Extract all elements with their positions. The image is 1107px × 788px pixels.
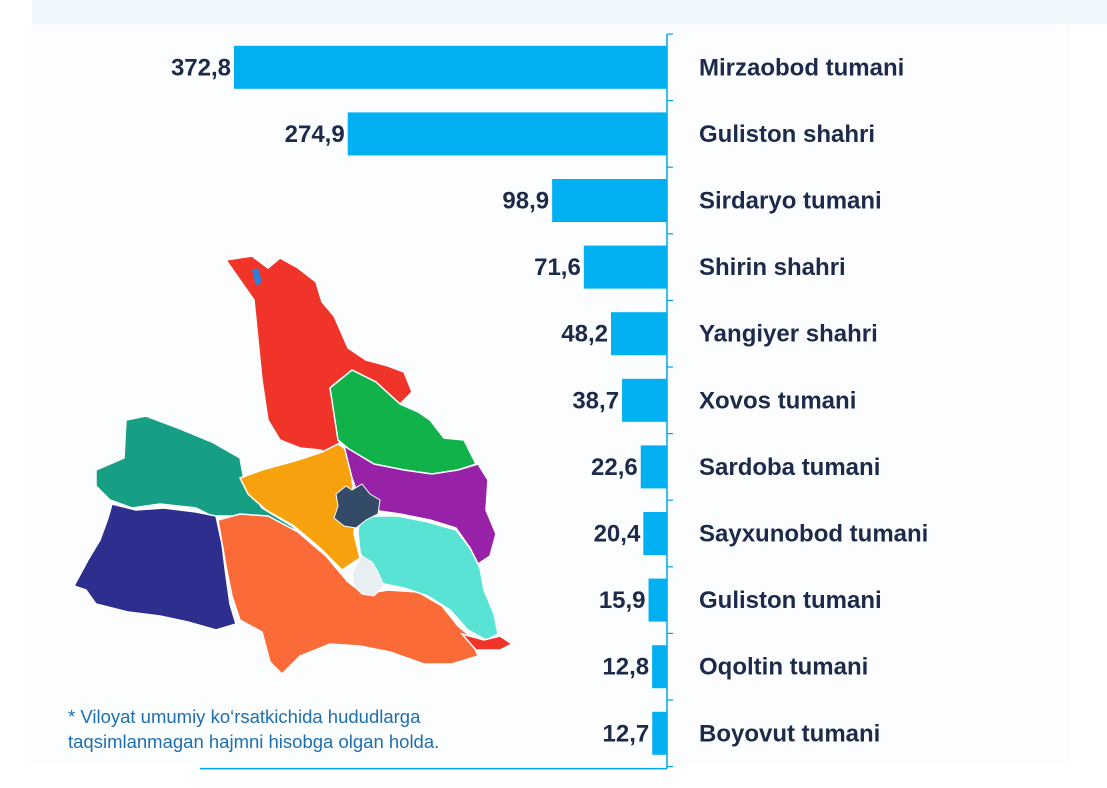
bar xyxy=(234,45,667,89)
bar xyxy=(648,578,667,622)
top-strip xyxy=(32,0,1107,24)
chart-bars xyxy=(234,45,667,755)
bar xyxy=(640,445,667,489)
value-label: 38,7 xyxy=(572,387,619,414)
value-label: 12,7 xyxy=(603,720,650,747)
category-label: Oqoltin tumani xyxy=(699,654,868,681)
chart-footnote: * Viloyat umumiy ko‘rsatkichida hududlar… xyxy=(68,706,440,752)
value-label: 274,9 xyxy=(285,121,345,148)
bar xyxy=(347,112,667,156)
value-label: 12,8 xyxy=(602,654,649,681)
bar xyxy=(643,512,667,555)
category-label: Mirzaobod tumani xyxy=(699,54,904,81)
chart-value-labels: 372,8 274,9 98,9 71,6 48,2 38,7 22,6 20,4 15,9 12… xyxy=(171,54,649,747)
value-label: 71,6 xyxy=(534,254,581,281)
value-label: 48,2 xyxy=(561,321,608,348)
map-region-city-center xyxy=(333,483,381,529)
value-label: 22,6 xyxy=(591,454,638,481)
map-region-city-small xyxy=(351,555,385,597)
category-label: Sirdaryo tumani xyxy=(699,188,882,215)
category-label: Sayxunobod tumani xyxy=(699,521,928,548)
district-map-illustration xyxy=(72,255,514,676)
category-label: Sardoba tumani xyxy=(699,454,880,481)
value-label: 20,4 xyxy=(594,521,641,548)
bar xyxy=(652,645,667,689)
category-label: Yangiyer shahri xyxy=(699,321,878,348)
category-label: Xovos tumani xyxy=(699,387,856,414)
bar xyxy=(622,378,667,422)
category-label: Boyovut tumani xyxy=(699,720,880,747)
bar xyxy=(583,245,667,289)
chart-category-labels: Mirzaobod tumani Guliston shahri Sirdaryo … xyxy=(699,54,928,747)
map-region-navy xyxy=(72,503,237,631)
bar xyxy=(611,312,667,356)
bar xyxy=(652,711,667,755)
category-label: Guliston tumani xyxy=(699,587,882,614)
map-lake-marker xyxy=(252,268,262,286)
bar xyxy=(552,179,667,222)
value-label: 15,9 xyxy=(599,587,646,614)
category-label: Shirin shahri xyxy=(699,254,846,281)
value-label: 98,9 xyxy=(502,188,549,215)
category-label: Guliston shahri xyxy=(699,121,875,148)
map-region-red-tip xyxy=(459,632,514,651)
map-region-orange-south xyxy=(217,513,479,676)
value-label: 372,8 xyxy=(171,54,231,81)
